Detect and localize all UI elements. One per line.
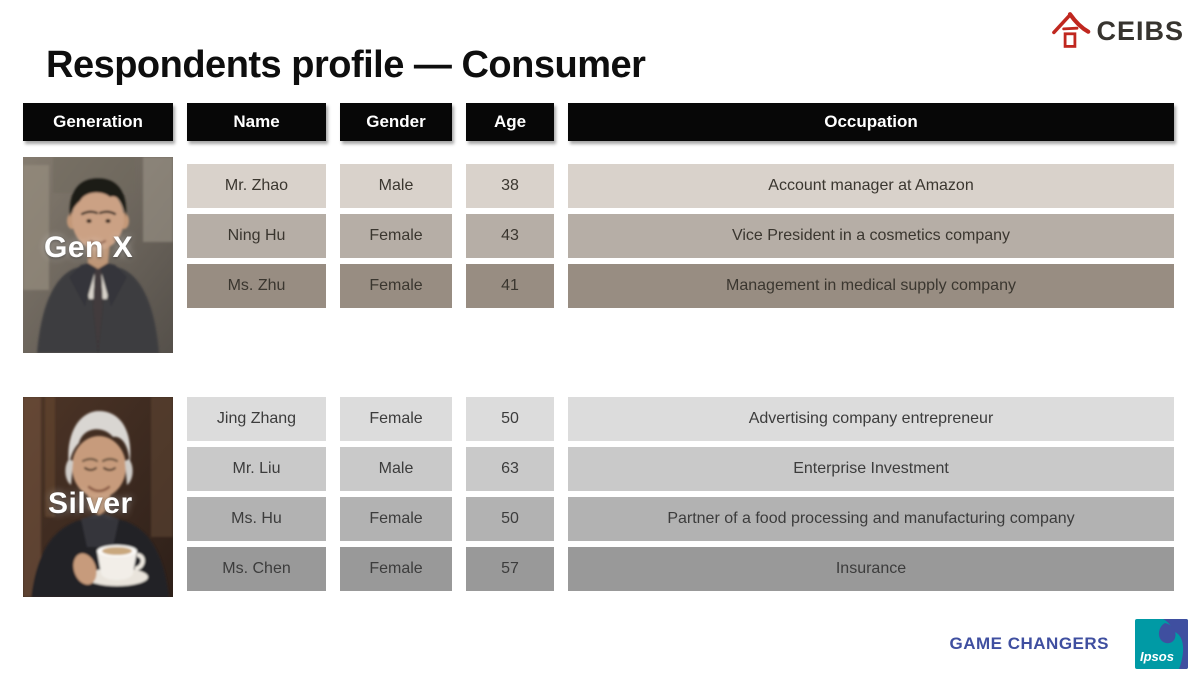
table-cell-gender: Male: [340, 164, 452, 208]
generation-label-genx: Gen X: [44, 231, 134, 264]
page-title: Respondents profile — Consumer: [46, 44, 646, 86]
table-cell-name: Ning Hu: [187, 214, 326, 258]
game-changers-tagline: GAME CHANGERS: [949, 634, 1109, 653]
genx-rows: Mr. Zhao Male 38 Account manager at Amaz…: [187, 164, 1174, 308]
table-cell-gender: Female: [340, 497, 452, 541]
table-cell-gender: Female: [340, 264, 452, 308]
column-header-name: Name: [187, 103, 326, 141]
column-header-gender: Gender: [340, 103, 452, 141]
table-cell-occupation: Advertising company entrepreneur: [568, 397, 1174, 441]
ceibs-symbol-icon: [1052, 12, 1091, 48]
table-cell-occupation: Management in medical supply company: [568, 264, 1174, 308]
table-cell-gender: Female: [340, 214, 452, 258]
table-cell-age: 38: [466, 164, 554, 208]
table-cell-age: 41: [466, 264, 554, 308]
table-cell-name: Ms. Chen: [187, 547, 326, 591]
svg-text:Ipsos: Ipsos: [1140, 649, 1174, 664]
table-cell-occupation: Insurance: [568, 547, 1174, 591]
column-header-occupation: Occupation: [568, 103, 1174, 141]
table-cell-occupation: Enterprise Investment: [568, 447, 1174, 491]
table-cell-gender: Female: [340, 547, 452, 591]
table-header-row: Generation Name Gender Age Occupation: [23, 103, 1174, 141]
table-cell-gender: Male: [340, 447, 452, 491]
table-cell-age: 50: [466, 397, 554, 441]
silver-photo: Silver: [23, 397, 173, 597]
table-cell-age: 57: [466, 547, 554, 591]
silver-portrait-image: [23, 397, 173, 597]
silver-rows: Jing Zhang Female 50 Advertising company…: [187, 397, 1174, 591]
table-cell-age: 63: [466, 447, 554, 491]
table-cell-occupation: Partner of a food processing and manufac…: [568, 497, 1174, 541]
genx-portrait-image: [23, 157, 173, 353]
table-cell-gender: Female: [340, 397, 452, 441]
table-cell-name: Mr. Liu: [187, 447, 326, 491]
column-header-generation: Generation: [23, 103, 173, 141]
table-cell-occupation: Vice President in a cosmetics company: [568, 214, 1174, 258]
table-cell-name: Ms. Hu: [187, 497, 326, 541]
footer: GAME CHANGERS Ipsos: [949, 619, 1188, 669]
generation-label-silver: Silver: [48, 487, 133, 520]
genx-photo: Gen X: [23, 157, 173, 353]
table-cell-name: Ms. Zhu: [187, 264, 326, 308]
ipsos-logo-icon: Ipsos: [1135, 619, 1188, 669]
ceibs-logo: CEIBS: [1049, 8, 1184, 54]
table-cell-age: 43: [466, 214, 554, 258]
column-header-age: Age: [466, 103, 554, 141]
table-cell-name: Mr. Zhao: [187, 164, 326, 208]
table-cell-age: 50: [466, 497, 554, 541]
table-cell-occupation: Account manager at Amazon: [568, 164, 1174, 208]
ceibs-wordmark: CEIBS: [1096, 15, 1184, 46]
table-cell-name: Jing Zhang: [187, 397, 326, 441]
